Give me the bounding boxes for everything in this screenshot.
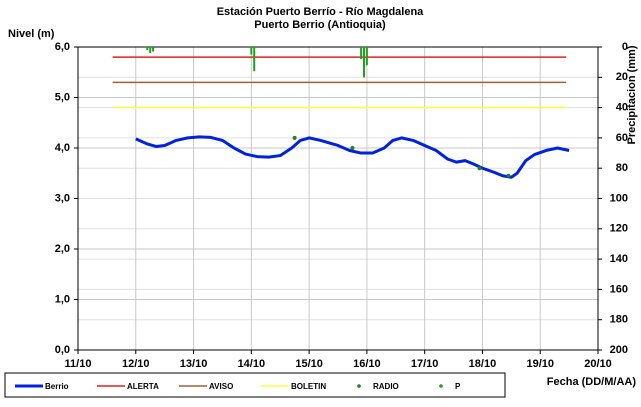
legend-label: P [455,382,461,391]
x-tick-label: 12/10 [122,358,150,370]
x-tick-label: 18/10 [469,358,497,370]
legend-swatch [357,384,361,388]
plot-frame [77,46,599,351]
x-tick-label: 11/10 [65,358,92,370]
legend-swatch [439,384,443,388]
x-tick-label: 14/10 [238,358,266,370]
radio-point [350,146,355,150]
y2-tick-label: 200 [610,344,628,356]
legend-label: AVISO [209,382,233,391]
chart-subtitle: Puerto Berrio (Antioquia) [254,19,386,31]
x-tick-label: 20/10 [584,358,612,370]
radio-point [477,166,482,171]
y2-tick-label: 100 [610,192,628,204]
y-tick-label: 0,0 [55,344,70,356]
x-tick-label: 16/10 [353,358,381,370]
series-line [135,135,570,179]
y-tick-label: 3,0 [55,192,70,204]
y-tick-label: 6,0 [55,41,70,53]
legend-box [4,372,506,398]
chart-title: Estación Puerto Berrío - Río Magdalena [217,6,424,18]
radio-point [292,135,297,140]
y-tick-label: 4,0 [55,142,70,154]
y-axis-label: Nivel (m) [8,28,55,40]
y-tick-label: 2,0 [55,243,70,255]
y2-tick-label: 20 [616,71,628,83]
y2-tick-label: 140 [610,253,628,265]
x-tick-label: 19/10 [526,358,554,370]
legend-label: Berrio [45,382,69,391]
y2-tick-label: 60 [616,132,628,144]
y2-axis-label: Precipitacion (mm) [626,45,638,144]
x-tick-label: 15/10 [295,358,323,370]
y2-tick-label: 40 [616,102,628,114]
y-tick-label: 5,0 [55,91,70,103]
legend-label: RADIO [373,382,399,391]
x-tick-label: 13/10 [180,358,208,370]
y2-tick-label: 160 [610,283,628,295]
y2-tick-label: 180 [610,314,628,326]
y-tick-label: 1,0 [55,293,70,305]
x-tick-label: 17/10 [411,358,439,370]
y2-tick-label: 80 [616,162,628,174]
y2-tick-label: 120 [610,223,628,235]
radio-point [506,173,511,178]
x-axis-label: Fecha (DD/M/AA) [547,376,637,388]
legend-label: BOLETIN [291,382,326,391]
y2-tick-label: 0 [622,41,628,53]
legend-label: ALERTA [127,382,159,391]
